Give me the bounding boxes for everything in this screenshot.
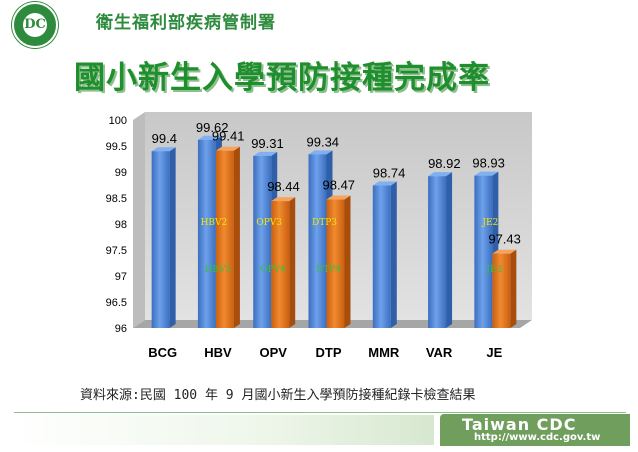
data-label: 98.44 — [267, 179, 300, 194]
x-category-label: HBV — [204, 345, 232, 360]
data-label: 99.62 — [196, 120, 229, 135]
y-tick-label: 99.5 — [106, 141, 127, 153]
bar-blue-opv-top — [253, 151, 278, 156]
x-category-label: VAR — [426, 345, 453, 360]
dose-annotation-upper: OPV3 — [256, 218, 282, 228]
bar-orange-dtp-top — [326, 195, 351, 200]
brand-name: Taiwan CDC — [462, 415, 577, 434]
bar-orange-hbv-side — [233, 146, 240, 328]
dose-annotation-upper: JE2 — [481, 218, 498, 228]
page-title: 國小新生入學預防接種完成率 — [74, 60, 490, 96]
data-label: 98.47 — [323, 178, 356, 193]
bar-blue-var-side — [446, 172, 453, 328]
data-label: 98.92 — [428, 156, 461, 171]
bar-blue-mmr-side — [390, 181, 397, 328]
header-bar: DC 衛生福利部疾病管制署 — [0, 0, 638, 48]
bar-blue-dtp — [308, 154, 327, 328]
bar-blue-je-top — [474, 171, 499, 176]
y-tick-label: 99 — [115, 167, 127, 179]
data-label: 99.31 — [251, 136, 284, 151]
bar-blue-var — [428, 176, 447, 328]
bar-blue-hbv-top — [197, 135, 222, 140]
bar-blue-je — [474, 175, 493, 328]
x-category-label: JE — [486, 345, 502, 360]
y-tick-label: 97 — [115, 271, 127, 283]
dose-annotation-upper: HBV2 — [201, 218, 228, 228]
bar-orange-hbv — [215, 150, 234, 328]
data-label: 99.41 — [212, 129, 245, 144]
bar-blue-hbv — [197, 139, 216, 328]
bar-orange-opv-side — [289, 197, 296, 328]
y-tick-label: 100 — [109, 115, 127, 127]
bar-blue-mmr-top — [372, 181, 397, 186]
bar-blue-opv — [253, 155, 272, 328]
bar-blue-bcg — [151, 151, 170, 328]
data-label: 98.93 — [472, 156, 505, 171]
dose-annotation-upper: DTP3 — [312, 218, 337, 228]
data-label: 98.74 — [373, 166, 406, 181]
y-tick-label: 96.5 — [106, 297, 127, 309]
dose-annotation-lower: OPV4 — [260, 265, 286, 275]
footer-divider — [14, 412, 626, 413]
brand-url: http://www.cdc.gov.tw — [474, 432, 601, 443]
bar-orange-opv-top — [271, 197, 296, 202]
dose-annotation-lower: DTP4 — [316, 265, 341, 275]
x-category-label: OPV — [259, 345, 287, 360]
bar-blue-mmr — [372, 185, 391, 328]
data-label: 97.43 — [488, 232, 521, 247]
bar-orange-je-top — [492, 249, 517, 254]
bar-blue-var-top — [428, 172, 453, 177]
y-tick-label: 98 — [115, 219, 127, 231]
data-label: 99.4 — [152, 131, 177, 146]
cdc-seal-icon: DC — [12, 2, 58, 48]
x-category-label: DTP — [316, 345, 342, 360]
y-tick-label: 98.5 — [106, 193, 127, 205]
dose-annotation-lower: JE3 — [485, 265, 502, 275]
y-tick-label: 96 — [115, 323, 127, 335]
logo-text: DC — [24, 17, 46, 32]
bar-orange-dtp-side — [344, 195, 351, 328]
bar-orange-je-side — [510, 249, 517, 328]
bar-blue-bcg-side — [169, 147, 176, 328]
bar-blue-bcg-top — [151, 147, 176, 152]
x-category-label: MMR — [368, 345, 400, 360]
bar-orange-dtp — [326, 199, 345, 328]
bar-orange-hbv-top — [215, 146, 240, 151]
bar-blue-dtp-top — [308, 150, 333, 155]
bar-orange-opv — [271, 201, 290, 328]
y-tick-label: 97.5 — [106, 245, 127, 257]
source-note: 資料來源:民國 100 年 9 月國小新生入學預防接種紀錄卡檢查結果 — [80, 388, 476, 403]
dose-annotation-lower: HBV3 — [205, 265, 232, 275]
data-label: 99.34 — [307, 134, 340, 149]
footer-brand: Taiwan CDC http://www.cdc.gov.tw — [440, 414, 630, 446]
x-category-label: BCG — [148, 345, 177, 360]
bar-orange-je — [492, 253, 511, 328]
plot-side-wall — [133, 112, 145, 328]
footer-strip — [14, 415, 434, 445]
org-name: 衛生福利部疾病管制署 — [96, 13, 276, 33]
